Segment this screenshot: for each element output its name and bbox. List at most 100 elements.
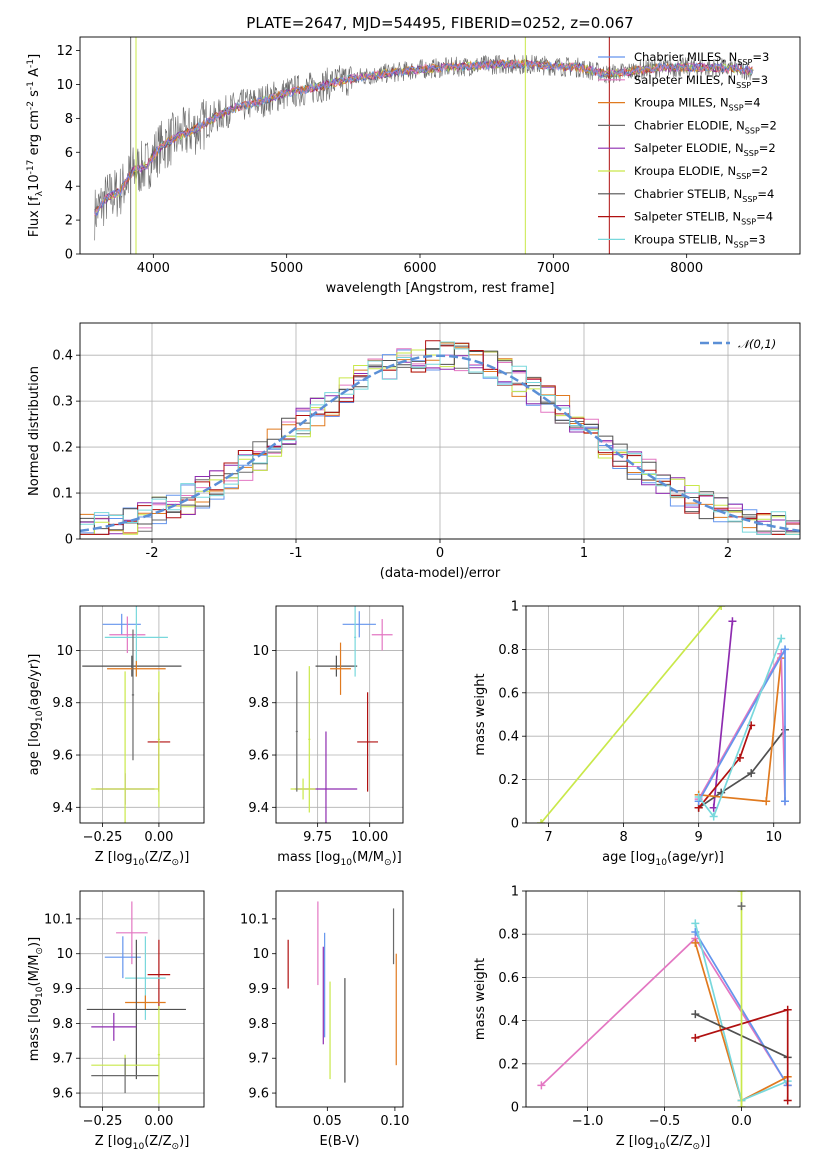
axes-frame: 0.05 0.10 9.6 9.7 9.8 9.9 10 10.1 E(B-V) (240, 890, 409, 1149)
legend-entry-part: SSP (744, 149, 759, 158)
x-tick-label: 5000 (270, 261, 303, 276)
legend-entry-part: =2 (760, 118, 777, 132)
x-tick-label: 4000 (137, 261, 170, 276)
y-tick-label: 0.1 (52, 487, 73, 502)
x-axis-label-part: (age/yr)] (667, 850, 724, 865)
legend-entry-part: =3 (751, 73, 768, 87)
weight-marker (691, 1010, 700, 1019)
x-axis-label: E(B-V) (319, 1134, 359, 1149)
x-tick-label: 8000 (670, 261, 703, 276)
plot-area (537, 606, 789, 823)
spectrum-panel: 4000 5000 6000 7000 8000 0 2 4 6 8 10 12 wavelength … (26, 36, 801, 296)
x-tick-label: 0.00 (144, 1114, 173, 1129)
weight-marker (762, 797, 771, 806)
axes-border (79, 322, 801, 540)
y-tick-label: 1 (511, 885, 519, 900)
plot-area (86, 901, 186, 1104)
axes-border (525, 605, 801, 824)
y-axis-label-part: Normed distribution (27, 366, 42, 496)
x-axis-label-part: Z [log (95, 1134, 133, 1149)
x-axis-label-part: ⊙ (384, 858, 392, 868)
y-axis-label: Flux [fλ10-17 erg cm-2 s-1 A-1] (26, 54, 45, 237)
y-tick-label: 9.4 (52, 801, 73, 816)
y-tick-label: 4 (65, 180, 73, 195)
grid (526, 890, 800, 1108)
y-tick-label: 10 (252, 644, 269, 659)
legend-entry: Kroupa STELIB, NSSP=3 (634, 232, 766, 249)
x-axis-label-part: ⊙ (172, 1142, 180, 1152)
y-axis-label-part: mass [log (27, 998, 42, 1061)
weight-marker (728, 617, 737, 626)
y-axis-label-part: -17 (26, 159, 36, 174)
y-axis-label-part: Flux [f (27, 196, 42, 237)
x-tick-label: 0 (436, 546, 444, 561)
y-tick-label: 9.8 (248, 696, 269, 711)
y-axis-label-part: age [log (27, 722, 42, 775)
x-tick-label: −0.25 (83, 830, 123, 845)
grid (80, 891, 204, 1107)
legend-entry-part: =2 (751, 164, 768, 178)
weight-line (712, 621, 734, 808)
x-axis-label-part: age [log (602, 850, 655, 865)
y-tick-label: 0.4 (52, 349, 73, 364)
legend-entry-part: SSP (742, 195, 757, 204)
x-axis-label-part: 10 (655, 858, 667, 868)
axes-border (275, 605, 404, 824)
x-tick-label: 9 (695, 830, 703, 845)
legend-entry-part: =2 (759, 141, 776, 155)
legend-entry-part: =4 (757, 187, 774, 201)
x-axis-label: age [log10(age/yr)] (602, 850, 724, 868)
y-axis-label-part: (age/yr)] (27, 654, 42, 711)
grid (526, 605, 800, 824)
x-axis-label-part: (Z/Z (144, 1134, 171, 1149)
legend-entry: Chabrier STELIB, NSSP=4 (634, 187, 774, 204)
x-axis-label-part: (data-model)/error (380, 566, 501, 581)
x-tick-label: 8 (619, 830, 627, 845)
legend-entry-part: Salpeter ELODIE, N (634, 141, 744, 155)
y-axis-label-part: s (27, 90, 42, 101)
x-tick-label: 0.00 (144, 830, 173, 845)
y-tick-label: 8 (65, 112, 73, 127)
y-axis-label: mass weight (473, 958, 488, 1040)
y-tick-label: 0 (511, 1101, 519, 1116)
y-tick-label: 0 (65, 533, 73, 548)
weight-marker (777, 634, 786, 643)
x-axis-label-part: E(B-V) (319, 1134, 359, 1149)
x-axis-label: (data-model)/error (380, 566, 501, 581)
axes-frame: −1.0 −0.5 0.0 0 0.2 0.4 0.6 0.8 1 Z [log10(Z/Z⊙)]… (473, 885, 801, 1152)
legend-entry-part: SSP (745, 126, 760, 135)
weight-marker (691, 1033, 700, 1042)
y-tick-label: 0.4 (498, 1014, 519, 1029)
legend-entry: Kroupa ELODIE, NSSP=2 (634, 164, 768, 181)
y-axis-label-part: -1 (26, 81, 36, 90)
legend-entry: Salpeter ELODIE, NSSP=2 (634, 141, 776, 158)
y-axis-label: mass weight (473, 673, 488, 755)
y-tick-label: 0 (65, 248, 73, 263)
axes-border (525, 890, 801, 1108)
y-tick-label: 0.6 (498, 686, 519, 701)
grid (276, 606, 403, 823)
y-axis-label-part: mass weight (473, 673, 488, 755)
x-tick-label: -1 (290, 546, 303, 561)
x-axis-label: wavelength [Angstrom, rest frame] (326, 281, 555, 296)
histogram-step (80, 341, 800, 535)
x-tick-label: 7000 (537, 261, 570, 276)
y-tick-label: 10 (252, 947, 269, 962)
weight-marker (783, 1096, 792, 1105)
y-tick-label: 0.2 (52, 441, 73, 456)
y-tick-label: 0.4 (498, 730, 519, 745)
x-axis-label: Z [log10(Z/Z⊙)] (616, 1134, 711, 1152)
legend-entry: 𝒩(0,1) (738, 337, 776, 351)
y-tick-label: 9.9 (248, 982, 269, 997)
y-axis-label-part: ⊙ (35, 947, 45, 955)
histogram-legend: 𝒩(0,1) (700, 337, 776, 351)
x-axis-label-part: 10 (133, 858, 145, 868)
legend-entry-part: Salpeter MILES, N (634, 73, 736, 87)
legend-entry-part: Chabrier ELODIE, N (634, 118, 745, 132)
x-tick-label: 7 (544, 830, 552, 845)
